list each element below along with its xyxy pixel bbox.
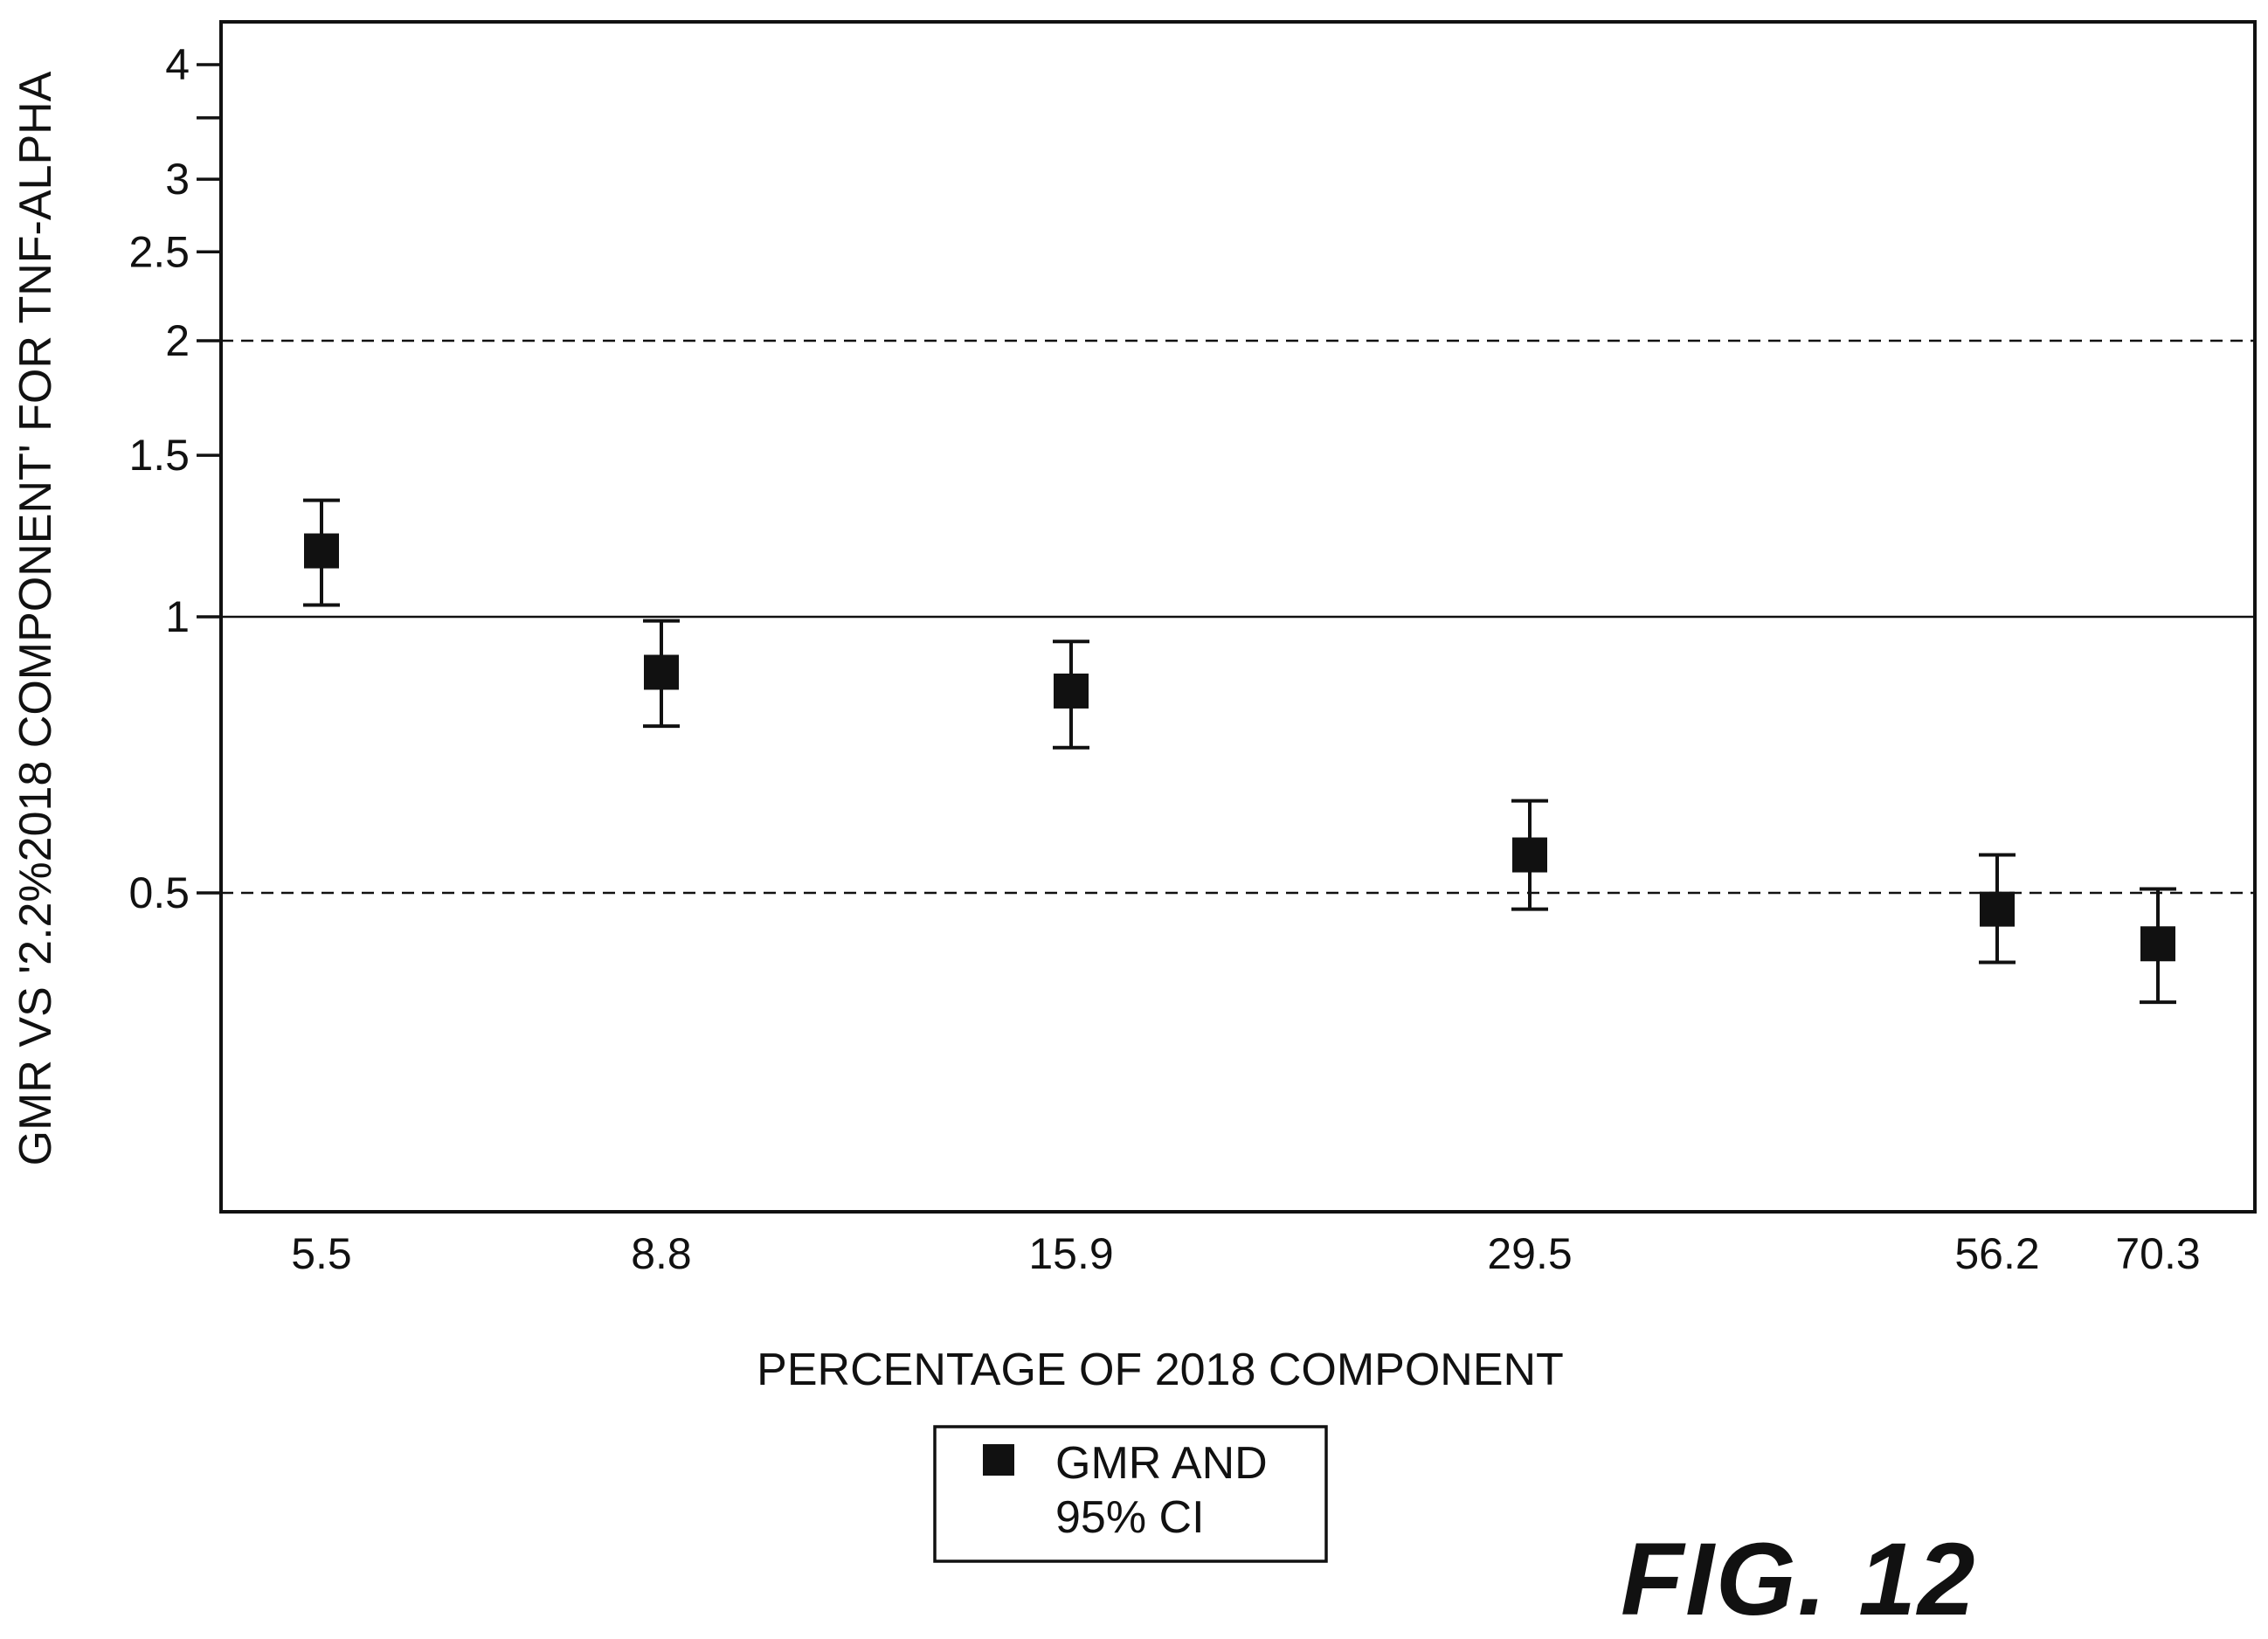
reference-lines	[221, 339, 2255, 895]
y-tick-label: 2.5	[128, 227, 190, 276]
gmr-point	[1054, 673, 1089, 709]
x-tick-label: 70.3	[2115, 1229, 2200, 1278]
gmr-point	[1980, 891, 2015, 927]
y-axis-ticks: 0.5 1 1.5 2 2.5 3 4	[128, 40, 221, 917]
x-tick-label: 29.5	[1487, 1229, 1572, 1278]
x-tick-label: 5.5	[291, 1229, 352, 1278]
legend: GMR AND 95% CI	[933, 1425, 1328, 1563]
x-tick-label: 56.2	[1954, 1229, 2039, 1278]
y-tick-label: 1	[165, 592, 190, 641]
y-tick-label: 2	[165, 316, 190, 365]
legend-label-line1: GMR AND	[1055, 1438, 1268, 1489]
data-points	[303, 498, 2176, 1005]
x-tick-label: 8.8	[631, 1229, 692, 1278]
gmr-point	[2140, 926, 2175, 962]
y-tick-label: 3	[165, 155, 190, 204]
x-tick-label: 15.9	[1028, 1229, 1113, 1278]
x-axis-tick-labels: 5.5 8.8 15.9 29.5 56.2 70.3	[291, 1229, 2200, 1278]
gmr-point	[304, 533, 339, 569]
figure-label: FIG. 12	[1621, 1522, 1977, 1637]
gmr-point	[644, 654, 679, 690]
legend-label-line2: 95% CI	[1055, 1492, 1205, 1543]
y-tick-label: 4	[165, 40, 190, 89]
y-tick-label: 1.5	[128, 431, 190, 480]
x-axis-title: PERCENTAGE OF 2018 COMPONENT	[757, 1345, 1564, 1395]
gmr-point	[1512, 837, 1547, 873]
legend-marker	[983, 1444, 1014, 1476]
y-axis-title: GMR VS '2.2%2018 COMPONENT' FOR TNF-ALPH…	[10, 71, 61, 1165]
y-tick-label: 0.5	[128, 868, 190, 917]
